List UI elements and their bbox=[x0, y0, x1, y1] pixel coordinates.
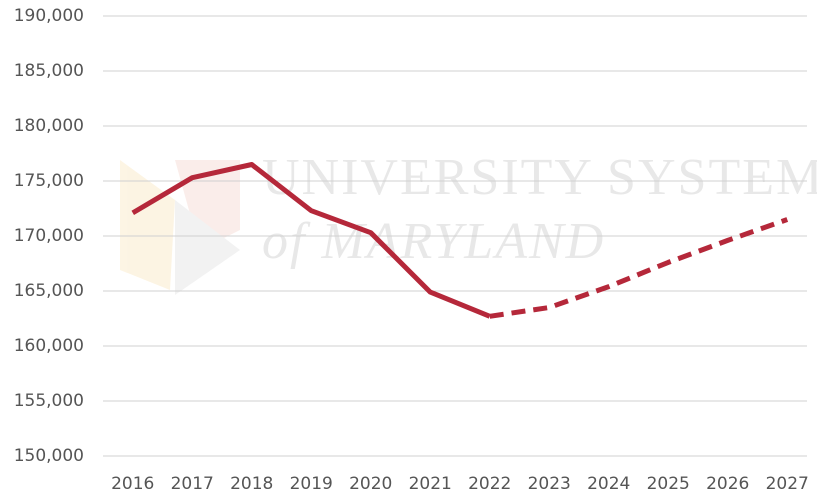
x-tick-label: 2018 bbox=[230, 474, 273, 494]
x-tick-label: 2024 bbox=[587, 474, 630, 494]
x-tick-label: 2022 bbox=[468, 474, 511, 494]
x-tick-label: 2025 bbox=[647, 474, 690, 494]
y-tick-label: 190,000 bbox=[14, 6, 84, 26]
y-tick-label: 170,000 bbox=[14, 226, 84, 246]
x-tick-label: 2017 bbox=[171, 474, 214, 494]
x-tick-label: 2026 bbox=[706, 474, 749, 494]
line-series bbox=[489, 217, 789, 319]
x-tick-label: 2023 bbox=[528, 474, 571, 494]
line-series bbox=[131, 162, 491, 319]
x-tick-label: 2027 bbox=[766, 474, 809, 494]
watermark-text: UNIVERSITY SYSTEM bbox=[262, 149, 817, 206]
x-tick-label: 2016 bbox=[111, 474, 154, 494]
y-tick-label: 160,000 bbox=[14, 336, 84, 356]
x-tick-label: 2021 bbox=[409, 474, 452, 494]
watermark-text: of MARYLAND bbox=[262, 213, 605, 270]
y-tick-label: 185,000 bbox=[14, 61, 84, 81]
y-tick-label: 150,000 bbox=[14, 446, 84, 466]
y-tick-label: 155,000 bbox=[14, 391, 84, 411]
y-tick-label: 180,000 bbox=[14, 116, 84, 136]
x-tick-label: 2019 bbox=[290, 474, 333, 494]
y-tick-label: 175,000 bbox=[14, 171, 84, 191]
y-tick-label: 165,000 bbox=[14, 281, 84, 301]
watermark-logo bbox=[120, 160, 240, 295]
x-tick-label: 2020 bbox=[349, 474, 392, 494]
